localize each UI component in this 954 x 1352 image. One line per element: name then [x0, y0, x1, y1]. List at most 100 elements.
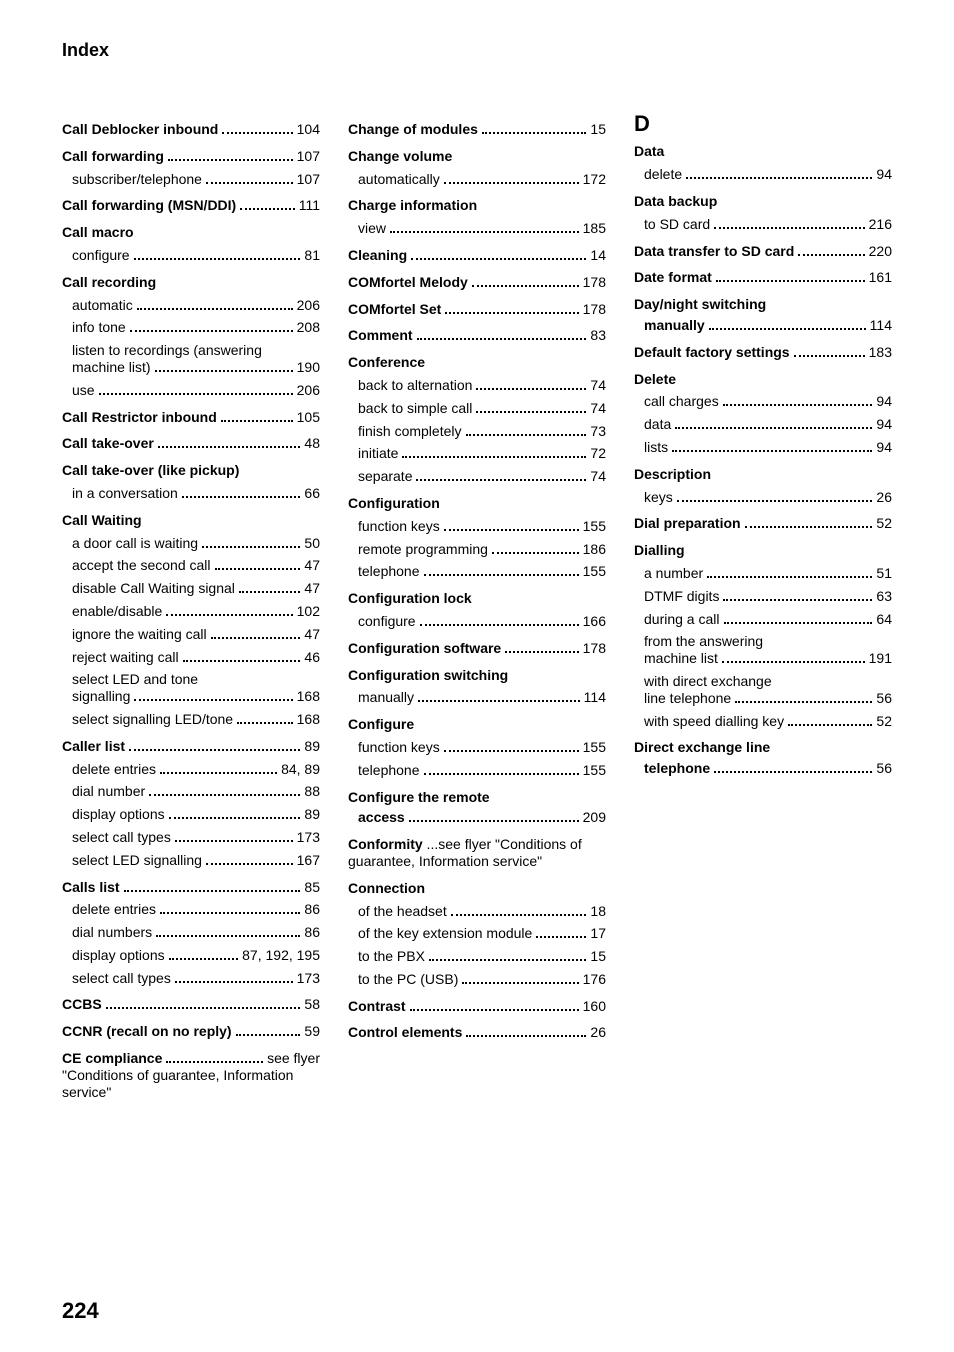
index-subentry: telephone 155 — [358, 563, 606, 580]
entry-page: 15 — [590, 121, 606, 138]
entry-page: 48 — [304, 435, 320, 452]
index-entry-nopage: Data backup — [634, 193, 892, 210]
entry-label-line1: Day/night switching — [634, 296, 766, 312]
entry-page: 178 — [583, 640, 606, 657]
index-entry: Control elements 26 — [348, 1024, 606, 1041]
index-entry: CCBS 58 — [62, 996, 320, 1013]
index-subentry: of the key extension module 17 — [358, 925, 606, 942]
index-entry: Call forwarding 107 — [62, 148, 320, 165]
page-number: 224 — [62, 1298, 99, 1324]
subentry-page: 155 — [583, 739, 606, 756]
subentry-label-line1: listen to recordings (answering — [72, 342, 320, 359]
index-entry-nopage: Delete — [634, 371, 892, 388]
index-subentry: data 94 — [644, 416, 892, 433]
subentry-page: 166 — [583, 613, 606, 630]
subentry-label-line2: signalling — [72, 688, 130, 705]
index-entry-nopage: Configure — [348, 716, 606, 733]
index-entry: Calls list 85 — [62, 879, 320, 896]
subentry-label: select call types — [72, 829, 171, 846]
index-entry: Call take-over 48 — [62, 435, 320, 452]
entry-label: Comment — [348, 327, 413, 344]
entry-label: Configuration software — [348, 640, 501, 657]
subentry-page: 72 — [590, 445, 606, 462]
index-entry-nopage: Change volume — [348, 148, 606, 165]
subentry-label: select LED signalling — [72, 852, 202, 869]
subentry-page: 190 — [297, 359, 320, 376]
index-entry: Default factory settings 183 — [634, 344, 892, 361]
index-subentry: disable Call Waiting signal 47 — [72, 580, 320, 597]
column-2: Change of modules 15 Change volume autom… — [348, 111, 606, 1322]
entry-label: Caller list — [62, 738, 125, 755]
subentry-label: select call types — [72, 970, 171, 987]
subentry-label: back to alternation — [358, 377, 472, 394]
subentry-label: with speed dialling key — [644, 713, 784, 730]
index-subentry: during a call 64 — [644, 611, 892, 628]
index-subentry: listen to recordings (answering machine … — [72, 342, 320, 376]
leader-dots — [424, 773, 579, 775]
subentry-label: dial numbers — [72, 924, 152, 941]
index-subentry: delete 94 — [644, 166, 892, 183]
leader-dots — [169, 817, 301, 819]
entry-page: 89 — [304, 738, 320, 755]
leader-dots — [709, 328, 866, 330]
leader-dots — [716, 280, 865, 282]
entry-page: 104 — [297, 121, 320, 138]
leader-dots — [466, 1035, 586, 1037]
leader-dots — [444, 750, 579, 752]
entry-label: Data transfer to SD card — [634, 243, 794, 260]
entry-label-line2: manually — [644, 317, 705, 334]
leader-dots — [183, 660, 301, 662]
index-entry-nopage: Charge information — [348, 197, 606, 214]
index-subentry: use 206 — [72, 382, 320, 399]
subentry-label-line2: machine list — [644, 650, 718, 667]
subentry-page: 191 — [869, 650, 892, 667]
leader-dots — [451, 914, 587, 916]
leader-dots — [390, 231, 579, 233]
leader-dots — [707, 576, 872, 578]
subentry-label: display options — [72, 806, 165, 823]
leader-dots — [476, 411, 586, 413]
leader-dots — [429, 959, 586, 961]
index-subentry: lists 94 — [644, 439, 892, 456]
leader-dots — [155, 370, 293, 372]
index-subentry: telephone 155 — [358, 762, 606, 779]
index-subentry: view 185 — [358, 220, 606, 237]
subentry-page: 26 — [876, 489, 892, 506]
entry-page: 56 — [876, 760, 892, 777]
page: Index Call Deblocker inbound 104 Call fo… — [0, 0, 954, 1352]
index-entry: Contrast 160 — [348, 998, 606, 1015]
leader-dots — [492, 552, 579, 554]
index-entry-nopage: Configuration — [348, 495, 606, 512]
subentry-page: 155 — [583, 563, 606, 580]
subentry-label: configure — [72, 247, 130, 264]
entry-note-rest: "Conditions of guarantee, Information se… — [62, 1067, 293, 1100]
leader-dots — [160, 912, 300, 914]
subentry-page: 94 — [876, 416, 892, 433]
subentry-page: 168 — [297, 711, 320, 728]
leader-dots — [236, 1034, 301, 1036]
subentry-page: 84, 89 — [281, 761, 320, 778]
index-entry: Cleaning 14 — [348, 247, 606, 264]
subentry-label: disable Call Waiting signal — [72, 580, 235, 597]
leader-dots — [169, 958, 239, 960]
index-subentry: display options 87, 192, 195 — [72, 947, 320, 964]
index-subentry: initiate 72 — [358, 445, 606, 462]
entry-page: 114 — [870, 317, 892, 334]
index-subentry: remote programming 186 — [358, 541, 606, 558]
index-subentry: back to alternation 74 — [358, 377, 606, 394]
index-subentry: accept the second call 47 — [72, 557, 320, 574]
leader-dots — [206, 863, 293, 865]
index-entry: Comment 83 — [348, 327, 606, 344]
entry-page: 14 — [590, 247, 606, 264]
subentry-label: to the PBX — [358, 948, 425, 965]
leader-dots — [409, 820, 579, 822]
leader-dots — [714, 771, 872, 773]
entry-page: 178 — [583, 274, 606, 291]
subentry-label: function keys — [358, 518, 440, 535]
subentry-label: ignore the waiting call — [72, 626, 207, 643]
index-subentry: select LED signalling 167 — [72, 852, 320, 869]
index-subentry: with direct exchange line telephone 56 — [644, 673, 892, 707]
subentry-label: enable/disable — [72, 603, 162, 620]
entry-page: 85 — [304, 879, 320, 896]
subentry-page: 94 — [876, 166, 892, 183]
